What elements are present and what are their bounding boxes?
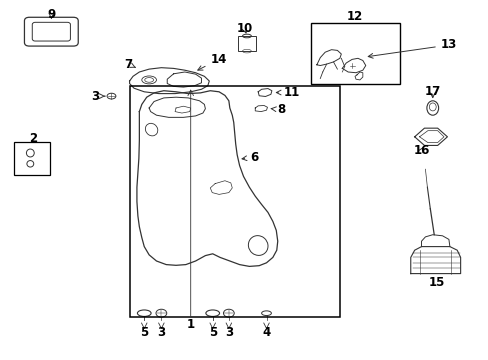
Bar (129, 86, 339, 317)
Bar (14, 142, 50, 175)
Bar (238, 36, 255, 51)
Text: 1: 1 (186, 318, 194, 330)
Text: 13: 13 (367, 39, 456, 58)
Text: 5: 5 (208, 327, 216, 339)
Text: 17: 17 (424, 85, 440, 98)
Text: 9: 9 (47, 8, 55, 21)
Text: 3: 3 (91, 90, 105, 103)
Text: 3: 3 (157, 327, 165, 339)
Text: 2: 2 (29, 132, 37, 145)
Text: 8: 8 (271, 103, 285, 116)
Text: 7: 7 (124, 58, 135, 71)
Text: 5: 5 (140, 327, 148, 339)
Text: 4: 4 (262, 327, 270, 339)
Bar (310, 23, 399, 84)
Text: 14: 14 (197, 53, 226, 70)
Text: 10: 10 (236, 22, 252, 35)
Text: 15: 15 (427, 276, 444, 289)
Text: 6: 6 (242, 151, 258, 164)
Text: 16: 16 (412, 144, 429, 157)
Text: 11: 11 (276, 86, 300, 99)
Text: 12: 12 (346, 10, 363, 23)
Text: 3: 3 (224, 327, 232, 339)
